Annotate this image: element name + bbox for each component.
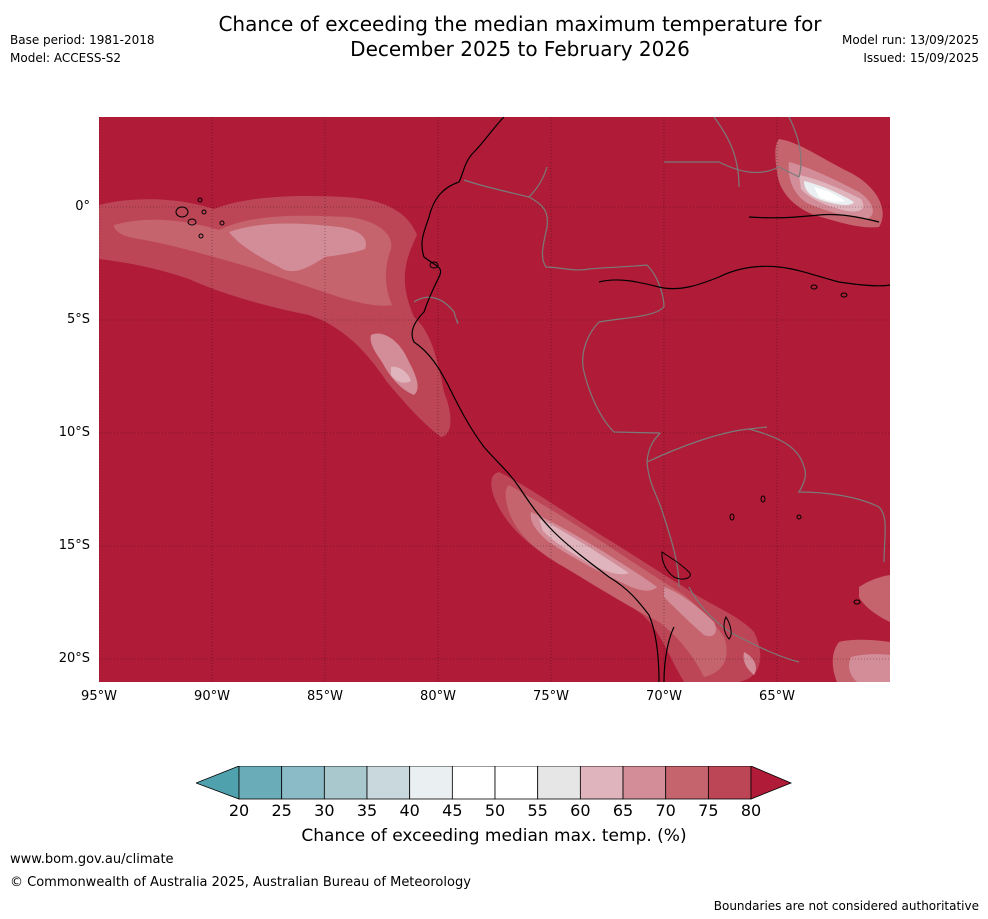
colorbar-tick-label: 75 [698,801,719,820]
colorbar-tick-label: 25 [271,801,292,820]
colorbar-cell [707,766,752,800]
lat-label-0: 0° [75,199,90,214]
lakes-and-islands [175,197,861,640]
colorbar-tick-label: 45 [442,801,463,820]
colorbar-tick-label: 70 [655,801,676,820]
colorbar-cell [409,766,453,800]
disclaimer-text: Boundaries are not considered authoritat… [713,899,979,913]
header-meta-left: Base period: 1981-2018 Model: ACCESS-S2 [10,31,155,67]
colorbar-cell [238,766,283,800]
colorbar-tick-label: 65 [612,801,634,820]
lon-label-70w: 70°W [646,689,682,704]
colorbar-tick-label: 80 [740,801,762,820]
colorbar-tick-label: 60 [570,801,591,820]
colorbar-cell [579,766,624,800]
colorbar-cell [494,766,539,800]
colorbar-cell [451,766,496,800]
website-text: www.bom.gov.au/climate [10,852,174,867]
issued-text: Issued: 15/09/2025 [863,51,979,65]
header-meta-right: Model run: 13/09/2025 Issued: 15/09/2025 [842,31,979,67]
coastline [411,117,890,682]
colorbar-tick-label: 55 [527,801,548,820]
colorbar-cell [366,766,411,800]
pacific-anomaly-band [99,196,451,437]
colorbar-tick-label: 30 [314,801,335,820]
colorbar-tick-label: 35 [356,801,378,820]
lat-label-5s: 5°S [66,312,90,327]
colorbar-high-extend [750,766,793,800]
colorbar-cell [665,766,709,800]
colorbar [196,766,793,800]
lat-label-20s: 20°S [58,651,90,666]
map-background [99,117,890,682]
colorbar-tick-label: 40 [399,801,420,820]
southeast-anomaly-patch [832,575,890,682]
model-text: Model: ACCESS-S2 [10,51,122,65]
lon-label-65w: 65°W [759,689,795,704]
country-borders [413,117,886,663]
colorbar-cell [537,766,581,800]
lon-label-95w: 95°W [81,689,117,704]
title-line-2: December 2025 to February 2026 [350,37,690,61]
amazon-anomaly-patch [775,139,883,228]
colorbar-label: Chance of exceeding median max. temp. (%… [301,826,687,846]
map-gridlines [99,117,890,682]
colorbar-cell [622,766,667,800]
colorbar-low-extend [196,766,240,800]
title-line-1: Chance of exceeding the median maximum t… [218,12,822,36]
base-period-text: Base period: 1981-2018 [10,33,155,47]
lon-label-90w: 90°W [194,689,230,704]
lon-label-80w: 80°W [420,689,456,704]
forecast-map [99,117,890,682]
colorbar-cell [323,766,368,800]
lon-label-85w: 85°W [307,689,343,704]
copyright-text: © Commonwealth of Australia 2025, Austra… [10,875,471,890]
colorbar-tick-label: 20 [228,801,250,820]
colorbar-tick-label: 50 [484,801,506,820]
model-run-text: Model run: 13/09/2025 [841,33,979,47]
map-title: Chance of exceeding the median maximum t… [0,12,988,62]
lon-label-75w: 75°W [533,689,569,704]
colorbar-cell [281,766,325,800]
lat-label-15s: 15°S [58,538,90,553]
colorbar-cells [238,766,752,800]
lat-label-10s: 10°S [58,425,90,440]
